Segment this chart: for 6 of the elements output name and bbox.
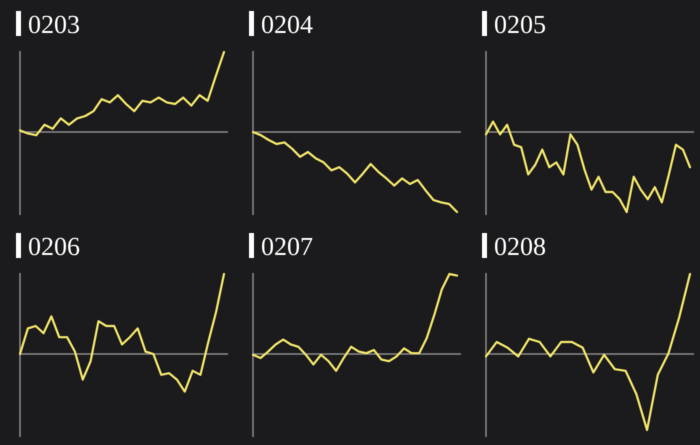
chart-title: 0208 (494, 232, 546, 261)
chart-title: 0204 (261, 10, 313, 39)
chart-title: 0206 (28, 232, 80, 261)
chart-title: 0207 (261, 232, 313, 261)
chart-title: 0203 (28, 10, 80, 39)
chart-title: 0205 (494, 10, 546, 39)
